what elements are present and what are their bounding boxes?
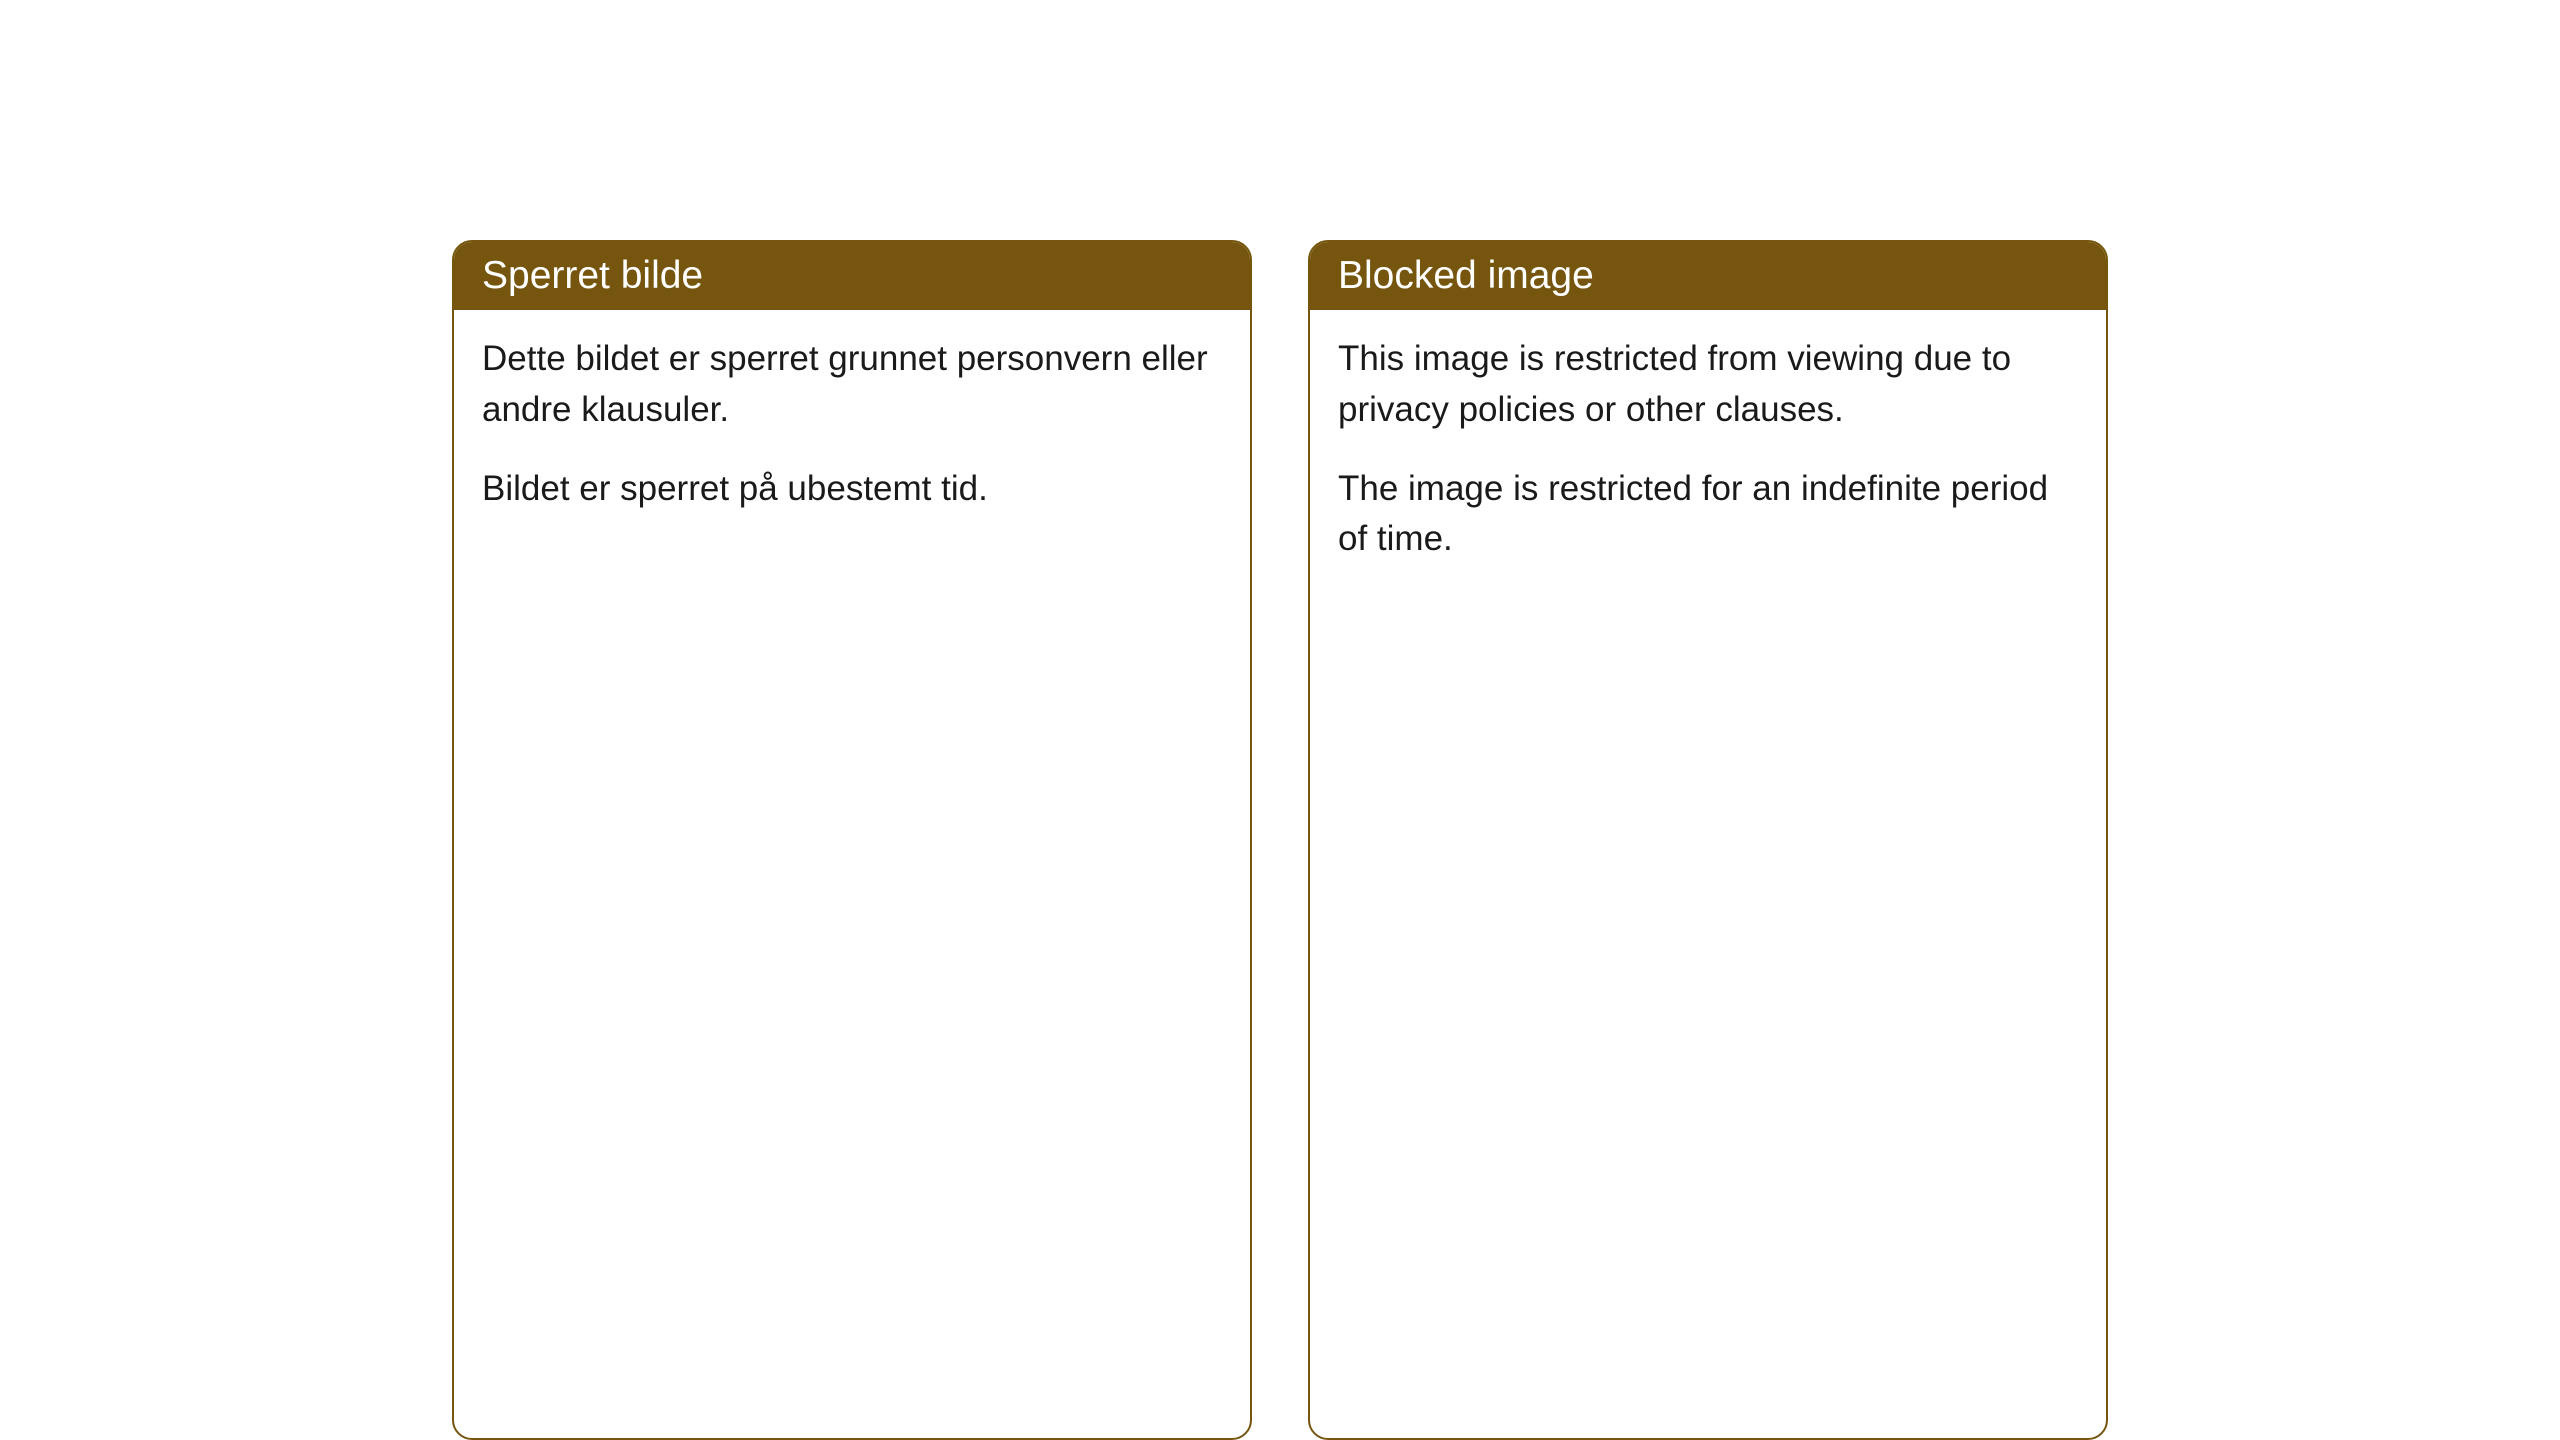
notice-card-english: Blocked image This image is restricted f… (1308, 240, 2108, 1440)
card-body: This image is restricted from viewing du… (1310, 310, 2106, 609)
card-header: Sperret bilde (454, 242, 1250, 310)
card-body: Dette bildet er sperret grunnet personve… (454, 310, 1250, 558)
notice-card-norwegian: Sperret bilde Dette bildet er sperret gr… (452, 240, 1252, 1440)
notice-paragraph: Bildet er sperret på ubestemt tid. (482, 464, 1222, 515)
card-header: Blocked image (1310, 242, 2106, 310)
notice-container: Sperret bilde Dette bildet er sperret gr… (452, 240, 2108, 1440)
notice-paragraph: This image is restricted from viewing du… (1338, 334, 2078, 436)
notice-paragraph: Dette bildet er sperret grunnet personve… (482, 334, 1222, 436)
notice-paragraph: The image is restricted for an indefinit… (1338, 464, 2078, 566)
